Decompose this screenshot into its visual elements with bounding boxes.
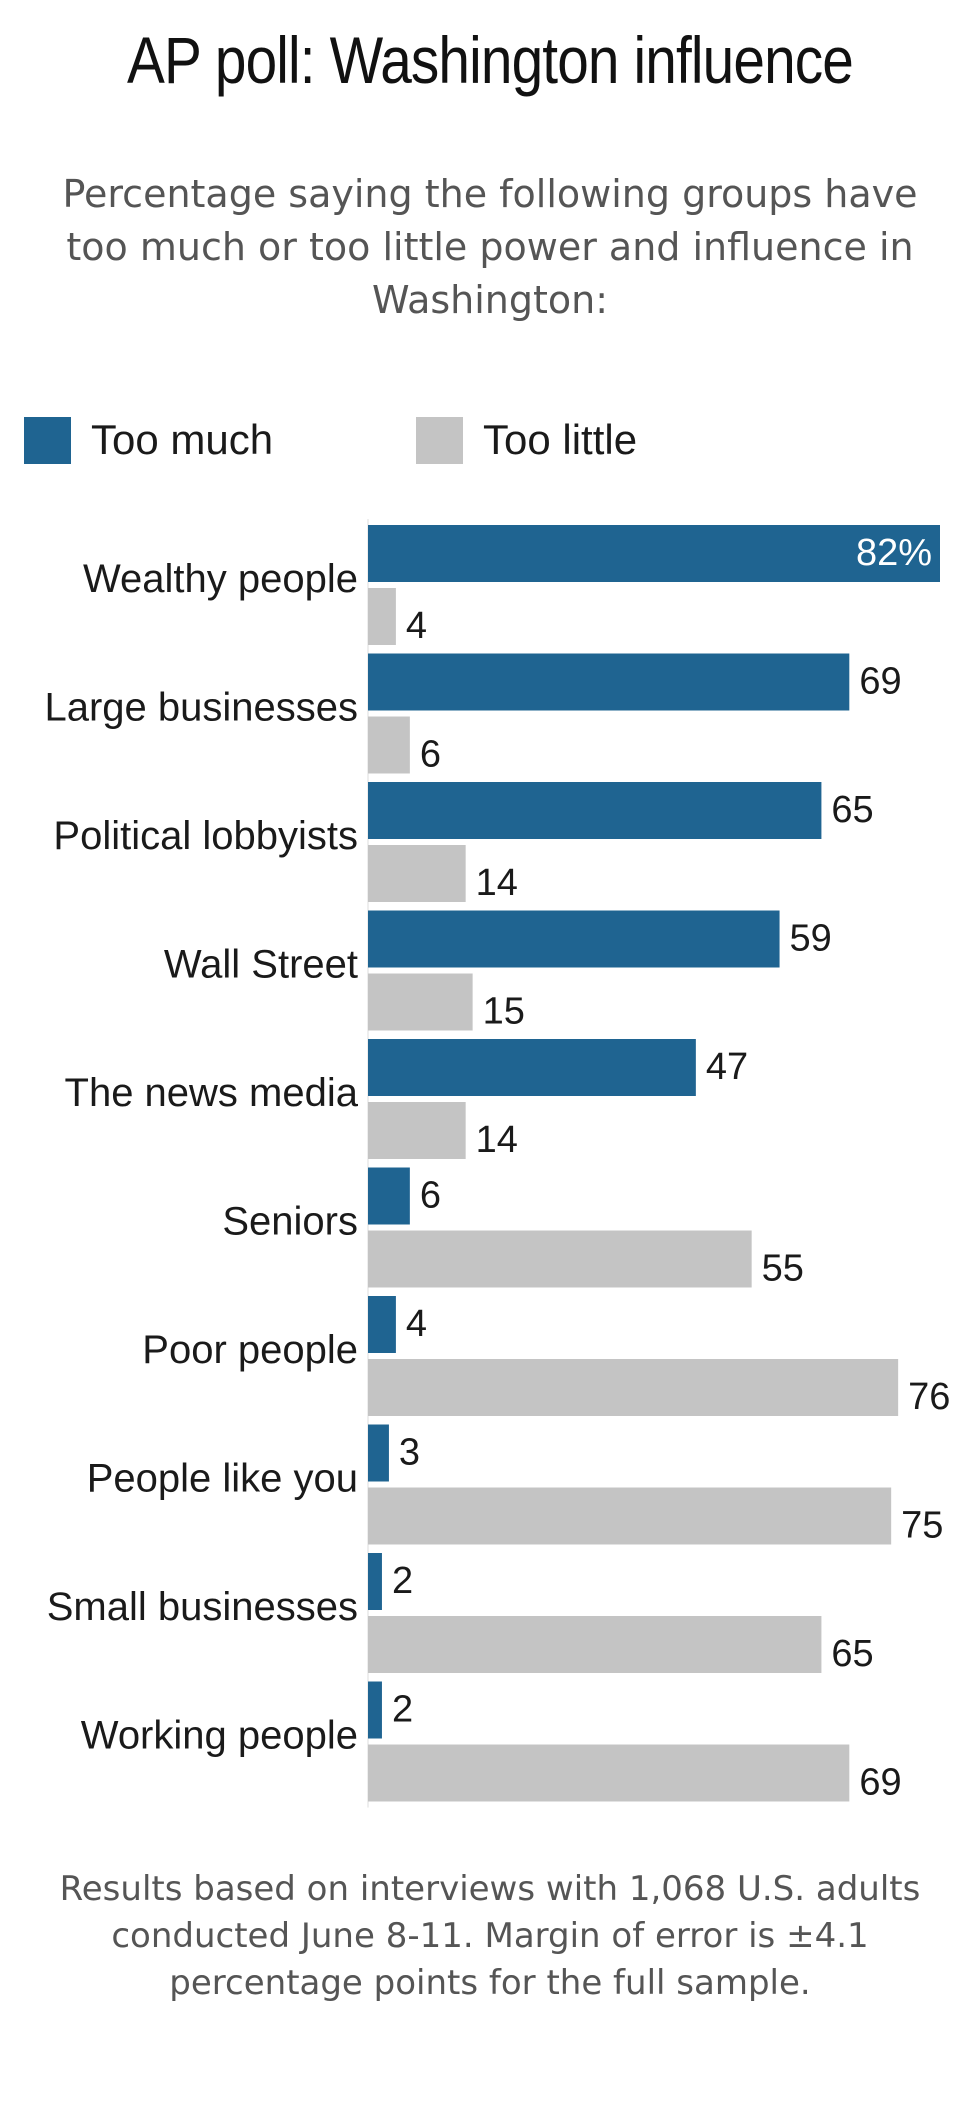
value-label-too-little: 75 (901, 1505, 943, 1547)
category-label: Poor people (142, 1328, 358, 1372)
bar-too-little (368, 1616, 822, 1673)
value-label-too-much: 3 (399, 1432, 420, 1474)
bar-too-much (368, 1167, 410, 1225)
bar-too-much (368, 1424, 389, 1482)
legend-label-too-little: Too little (483, 416, 638, 463)
value-label-too-little: 76 (908, 1376, 950, 1418)
bar-too-little (368, 973, 473, 1031)
value-label-too-little: 65 (831, 1633, 873, 1675)
legend-swatch-too-much (24, 416, 71, 464)
category-label: Working people (81, 1714, 358, 1758)
value-label-too-little: 55 (762, 1248, 804, 1290)
legend-item-too-much: Too much (24, 410, 273, 470)
bar-too-little (368, 588, 396, 645)
value-label-too-little: 6 (420, 734, 441, 776)
value-label-too-little: 69 (859, 1762, 901, 1804)
legend: Too much Too little (0, 410, 980, 470)
value-label-too-much: 47 (706, 1046, 748, 1088)
legend-item-too-little: Too little (416, 410, 637, 470)
value-label-too-little: 4 (406, 605, 427, 647)
legend-label-too-much: Too much (91, 416, 274, 463)
value-label-too-little: 14 (476, 1119, 518, 1161)
value-label-too-much: 59 (790, 918, 832, 960)
value-label-too-much: 2 (392, 1689, 413, 1731)
bar-too-much (368, 910, 780, 968)
bar-too-much (368, 1039, 696, 1096)
bar-too-little (368, 1102, 466, 1159)
category-label: Political lobbyists (53, 814, 358, 858)
category-label: People like you (87, 1457, 358, 1501)
bar-too-little (368, 1359, 899, 1416)
category-label: Wall Street (164, 943, 358, 987)
chart-footnote: Results based on interviews with 1,068 U… (59, 1869, 921, 2003)
value-label-too-much: 2 (392, 1560, 413, 1602)
chart-title: AP poll: Washington influence (126, 23, 854, 97)
bar-too-little (368, 1487, 892, 1545)
chart-subtitle: Percentage saying the following groups h… (62, 172, 918, 322)
legend-swatch-too-little (416, 416, 463, 464)
value-label-too-much: 65 (831, 789, 873, 831)
bar-too-much (368, 653, 850, 711)
value-label-too-much: 69 (859, 661, 901, 703)
category-label: Small businesses (47, 1585, 358, 1629)
bar-too-little (368, 716, 410, 774)
bar-too-much (368, 1296, 396, 1353)
bar-too-little (368, 1230, 752, 1288)
bar-too-much (368, 1553, 382, 1610)
bar-too-little (368, 1744, 850, 1802)
value-label-too-little: 15 (483, 991, 525, 1033)
value-label-too-little: 14 (476, 862, 518, 904)
category-label: Large businesses (44, 686, 358, 730)
category-label: Seniors (222, 1200, 358, 1244)
bar-too-much (368, 525, 940, 582)
value-label-too-much: 4 (406, 1303, 427, 1345)
bar-too-much (368, 1681, 382, 1739)
bar-too-little (368, 845, 466, 902)
category-label: Wealthy people (83, 557, 358, 601)
value-label-too-much: 82% (856, 532, 932, 574)
category-label: The news media (65, 1071, 359, 1115)
bar-too-much (368, 782, 822, 839)
value-label-too-much: 6 (420, 1175, 441, 1217)
